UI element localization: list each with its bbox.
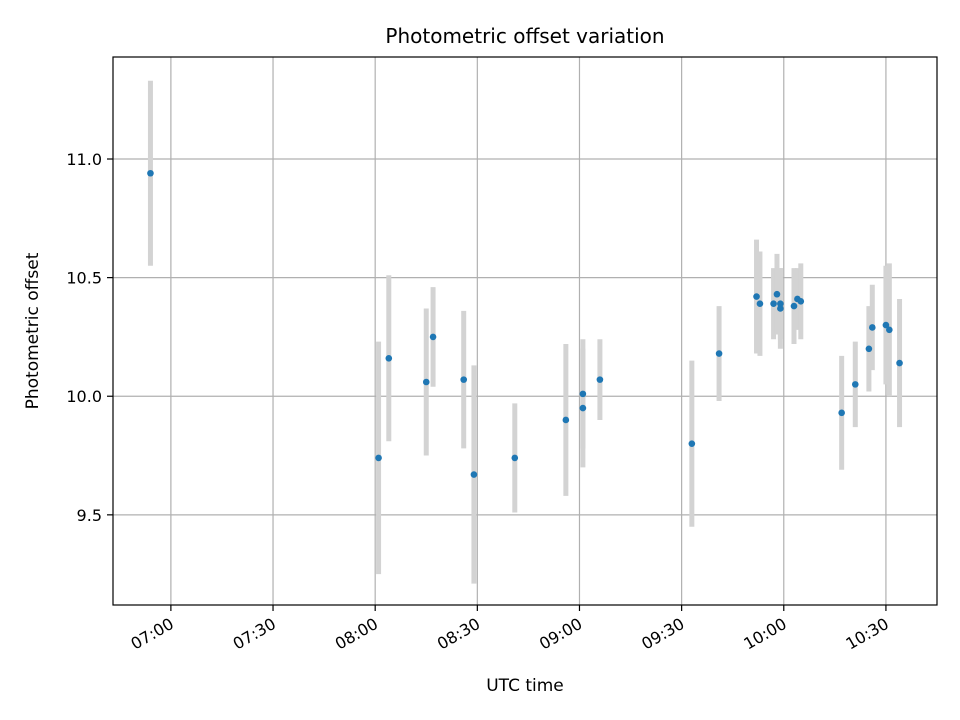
x-tick-label: 10:30 <box>842 614 891 654</box>
x-tick-label: 08:30 <box>434 614 483 654</box>
x-tick-label: 08:00 <box>332 614 381 654</box>
data-point <box>716 350 723 357</box>
x-tick-label: 09:30 <box>638 614 687 654</box>
x-tick-label: 07:30 <box>230 614 279 654</box>
x-tick-label: 10:00 <box>740 614 789 654</box>
x-tick-label: 07:00 <box>127 614 176 654</box>
data-point <box>375 455 382 462</box>
data-point <box>460 376 467 383</box>
data-point <box>689 440 696 447</box>
data-point <box>471 471 478 478</box>
y-axis-label: Photometric offset <box>23 252 43 409</box>
data-point <box>757 300 764 307</box>
data-point <box>896 360 903 367</box>
data-point <box>798 298 805 305</box>
chart-title: Photometric offset variation <box>385 24 664 48</box>
x-axis-label: UTC time <box>486 676 564 696</box>
data-point <box>852 381 859 388</box>
data-point <box>430 334 437 341</box>
data-point <box>423 379 430 386</box>
x-tick-label: 09:00 <box>536 614 585 654</box>
data-point <box>580 391 587 398</box>
data-points <box>147 170 903 478</box>
data-point <box>147 170 154 177</box>
data-point <box>386 355 393 362</box>
data-point <box>580 405 587 412</box>
y-tick-label: 10.0 <box>66 387 102 406</box>
data-point <box>866 345 873 352</box>
plot-frame <box>113 57 937 605</box>
data-point <box>753 293 760 300</box>
data-point <box>770 300 777 307</box>
data-point <box>869 324 876 331</box>
data-point <box>511 455 518 462</box>
axis-ticks: 07:00 07:30 08:00 08:30 09:00 09:30 10:00 10:30… <box>66 150 892 654</box>
y-tick-label: 9.5 <box>77 506 102 525</box>
y-tick-label: 10.5 <box>66 269 102 288</box>
grid-lines <box>113 57 937 605</box>
data-point <box>777 300 784 307</box>
data-point <box>774 291 781 298</box>
data-point <box>563 417 570 424</box>
error-bars <box>150 81 899 584</box>
photometric-offset-chart: 07:00 07:30 08:00 08:30 09:00 09:30 10:00 10:30… <box>0 0 960 720</box>
data-point <box>886 327 893 334</box>
y-tick-label: 11.0 <box>66 150 102 169</box>
data-point <box>597 376 604 383</box>
data-point <box>838 410 845 417</box>
data-point <box>791 303 798 310</box>
